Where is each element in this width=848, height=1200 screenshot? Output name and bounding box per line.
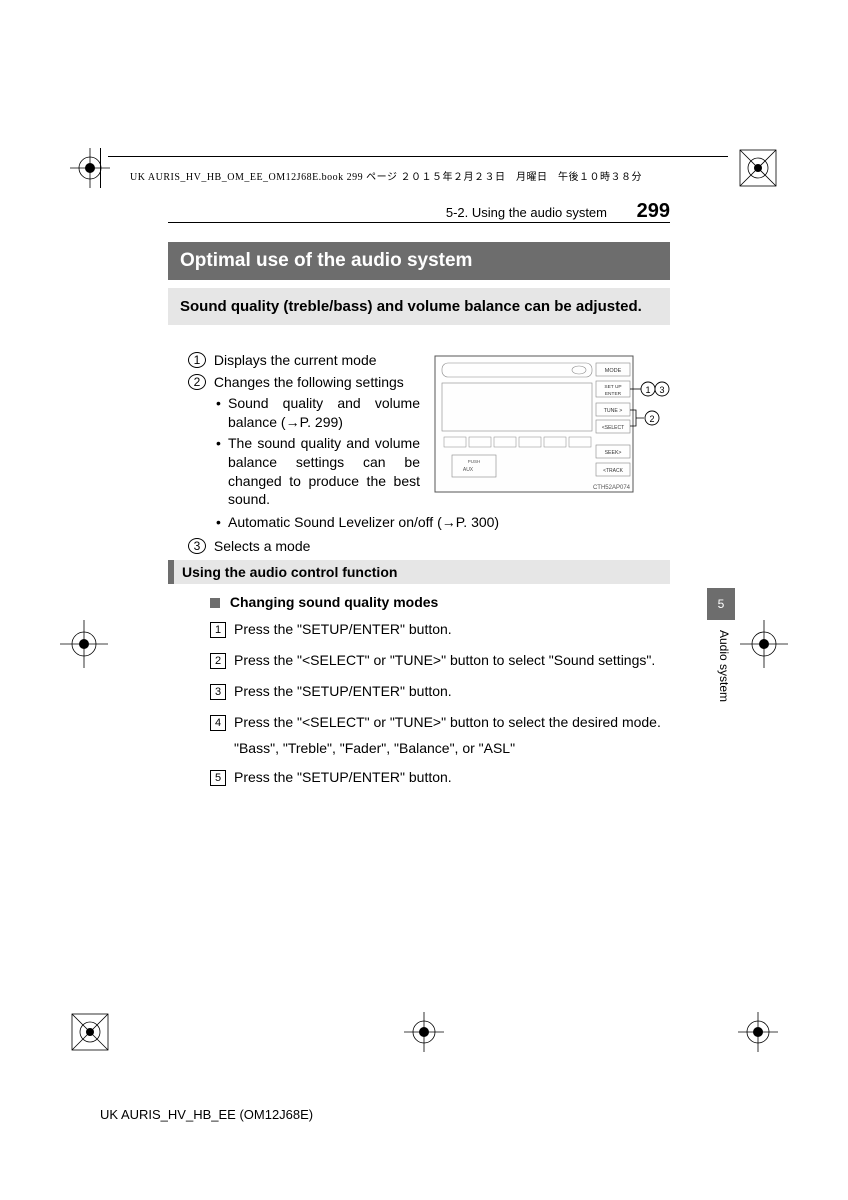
page-number: 299 xyxy=(637,200,670,223)
svg-text:AUX: AUX xyxy=(463,467,474,473)
step-text-4: Press the "<SELECT" or "TUNE>" button to… xyxy=(234,714,661,730)
svg-text:CTH52AP074: CTH52AP074 xyxy=(593,485,631,491)
svg-text:MODE: MODE xyxy=(605,368,622,374)
crop-mark-bc xyxy=(404,1012,444,1052)
bullet-3: Automatic Sound Levelizer on/off (→P. 30… xyxy=(216,513,656,532)
steps-heading-text: Changing sound quality modes xyxy=(230,594,438,610)
crop-mark-ml xyxy=(60,620,108,668)
bullet-2: The sound quality and volume balance set… xyxy=(216,434,420,510)
square-bullet-icon xyxy=(210,598,220,608)
crop-mark-tr xyxy=(738,148,778,188)
item-number-2: 2 xyxy=(188,374,206,390)
audio-unit-diagram: PUSH AUX MODE SET UP ENTER TUNE > <SELEC… xyxy=(434,355,670,495)
svg-text:<SELECT: <SELECT xyxy=(602,425,624,431)
bullet-1: Sound quality and volume balance (→P. 29… xyxy=(216,394,420,432)
step-number-4: 4 xyxy=(210,715,226,731)
step-text-1: Press the "SETUP/ENTER" button. xyxy=(234,621,452,637)
header-meta-text: UK AURIS_HV_HB_OM_EE_OM12J68E.book 299 ペ… xyxy=(130,168,642,183)
crop-mark-br xyxy=(738,1012,778,1052)
crop-mark-bl xyxy=(70,1012,110,1052)
svg-text:TUNE >: TUNE > xyxy=(604,408,623,414)
crop-mark-tl xyxy=(70,148,110,188)
step-text-3: Press the "SETUP/ENTER" button. xyxy=(234,683,452,699)
item-number-3: 3 xyxy=(188,538,206,554)
intro-box: Sound quality (treble/bass) and volume b… xyxy=(168,288,670,325)
item-text-2: Changes the following settings xyxy=(214,374,404,390)
footer-text: UK AURIS_HV_HB_EE (OM12J68E) xyxy=(100,1107,313,1122)
step-number-1: 1 xyxy=(210,622,226,638)
item-text-1: Displays the current mode xyxy=(214,352,377,368)
crop-rule-top xyxy=(108,156,728,157)
crop-rule-tl-v xyxy=(100,148,101,188)
steps-area: Changing sound quality modes 1 Press the… xyxy=(210,594,670,798)
crop-mark-mr xyxy=(740,620,788,668)
item-text-3: Selects a mode xyxy=(214,538,311,554)
header-rule xyxy=(168,222,670,223)
subsection-title: Using the audio control function xyxy=(168,560,670,584)
step-number-3: 3 xyxy=(210,684,226,700)
svg-text:SET UP: SET UP xyxy=(604,384,621,390)
step-number-5: 5 xyxy=(210,770,226,786)
svg-text:ENTER: ENTER xyxy=(605,391,622,397)
svg-text:1: 1 xyxy=(645,385,650,395)
chapter-label: Audio system xyxy=(717,630,731,702)
svg-text:3: 3 xyxy=(659,385,664,395)
section-header: 5-2. Using the audio system 299 xyxy=(168,200,670,223)
step-text-2: Press the "<SELECT" or "TUNE>" button to… xyxy=(234,652,655,668)
step-number-2: 2 xyxy=(210,653,226,669)
svg-text:2: 2 xyxy=(649,414,654,424)
section-label: 5-2. Using the audio system xyxy=(446,205,607,220)
svg-text:PUSH: PUSH xyxy=(468,459,481,464)
svg-text:<TRACK: <TRACK xyxy=(603,468,624,474)
item-number-1: 1 xyxy=(188,352,206,368)
steps-heading: Changing sound quality modes xyxy=(210,594,670,610)
svg-text:SEEK>: SEEK> xyxy=(605,450,622,456)
chapter-tab: 5 xyxy=(707,588,735,620)
step-subtext-4: "Bass", "Treble", "Fader", "Balance", or… xyxy=(234,740,670,756)
step-text-5: Press the "SETUP/ENTER" button. xyxy=(234,769,452,785)
page-title: Optimal use of the audio system xyxy=(168,242,670,280)
